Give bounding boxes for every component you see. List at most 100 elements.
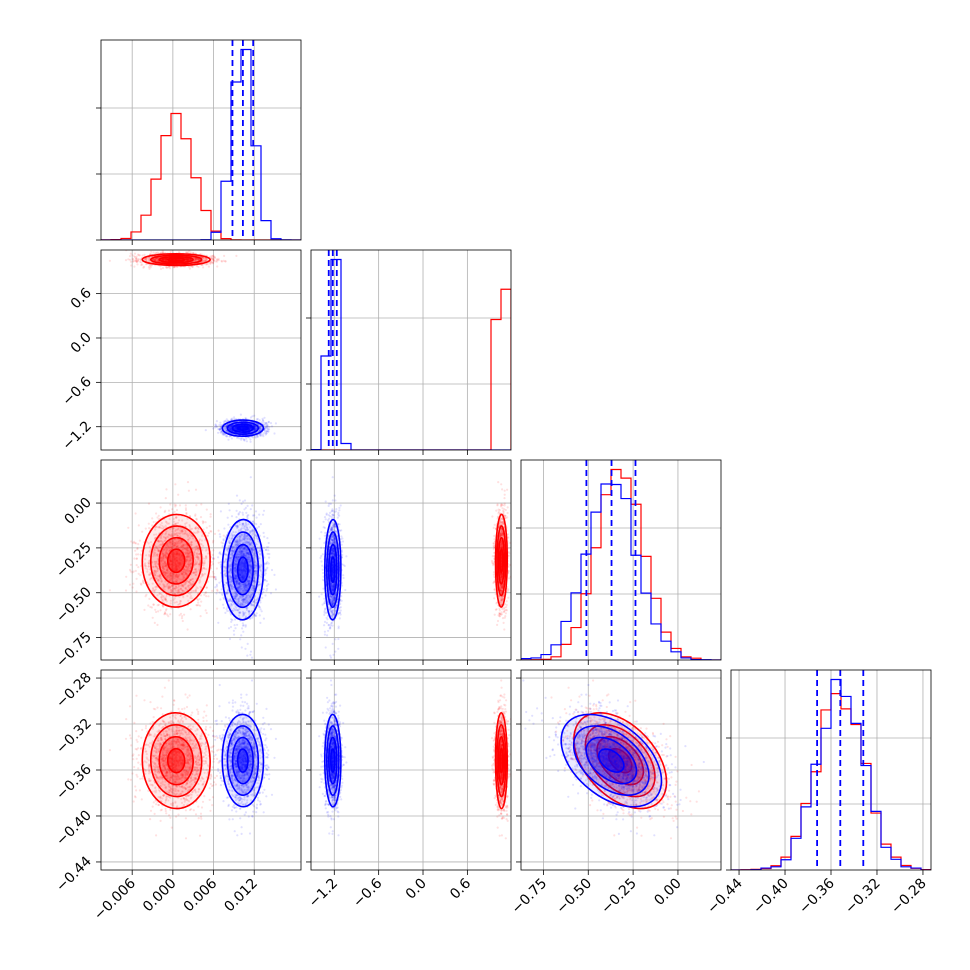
scatter-point-blue: [254, 426, 257, 429]
scatter-point-blue: [229, 426, 232, 429]
scatter-point-red: [156, 539, 159, 543]
scatter-point-blue: [258, 419, 261, 422]
scatter-point-red: [212, 259, 216, 262]
scatter-point-red: [173, 597, 176, 600]
scatter-point-blue: [267, 421, 270, 424]
scatter-point-blue: [228, 426, 231, 429]
scatter-point-red: [207, 595, 210, 598]
scatter-point-red: [205, 586, 208, 589]
scatter-point-red: [156, 567, 159, 571]
scatter-point-blue: [254, 426, 257, 429]
scatter-point-red: [201, 520, 204, 523]
scatter-point-red: [127, 526, 130, 529]
scatter-point-red: [140, 263, 143, 267]
scatter-point-red: [188, 586, 191, 590]
scatter-point-red: [190, 541, 193, 544]
scatter-point-blue: [262, 435, 265, 438]
scatter-point-red: [205, 526, 208, 529]
scatter-point-blue: [254, 436, 257, 439]
scatter-point-blue: [253, 428, 256, 431]
scatter-point-red: [153, 589, 156, 592]
scatter-point-red: [169, 579, 172, 582]
scatter-point-red: [186, 258, 189, 261]
scatter-point-blue: [254, 425, 257, 428]
scatter-point-blue: [266, 424, 269, 427]
scatter-point-red: [143, 265, 146, 268]
scatter-point-red: [213, 256, 217, 260]
scatter-point-blue: [218, 428, 221, 431]
scatter-point-red: [204, 531, 207, 534]
scatter-point-red: [204, 592, 207, 595]
scatter-point-red: [203, 561, 206, 564]
scatter-point-red: [155, 526, 158, 529]
scatter-point-blue: [225, 424, 228, 428]
scatter-point-red: [132, 582, 135, 585]
scatter-point-red: [172, 265, 175, 269]
scatter-point-red: [173, 558, 176, 561]
scatter-point-red: [177, 493, 180, 496]
scatter-point-red: [211, 255, 214, 258]
scatter-point-red: [157, 610, 160, 613]
scatter-point-red: [180, 527, 183, 530]
scatter-point-red: [158, 574, 161, 577]
scatter-point-blue: [261, 417, 264, 420]
scatter-point-red: [173, 520, 176, 523]
scatter-point-red: [209, 262, 212, 265]
scatter-point-blue: [214, 426, 217, 429]
contour-red-1-0-0: [166, 257, 186, 262]
scatter-point-blue: [233, 633, 236, 636]
scatter-point-red: [187, 258, 190, 261]
scatter-point-red: [188, 525, 191, 528]
scatter-point-red: [184, 582, 187, 585]
scatter-point-red: [165, 556, 168, 559]
scatter-point-blue: [249, 426, 252, 429]
scatter-point-red: [170, 564, 173, 567]
scatter-point-red: [198, 565, 201, 568]
scatter-point-red: [157, 540, 160, 543]
scatter-point-blue: [235, 427, 238, 430]
scatter-point-red: [202, 258, 205, 261]
scatter-point-red: [143, 563, 146, 566]
panel-frame-1-0: [100, 249, 302, 451]
scatter-point-red: [210, 256, 214, 259]
y-tick-label-1-3: 0.6: [68, 285, 95, 312]
scatter-point-red: [201, 260, 205, 263]
scatter-point-red: [160, 592, 163, 595]
panel-frame-1-1: [310, 249, 512, 451]
scatter-point-blue: [267, 549, 270, 552]
scatter-point-red: [164, 258, 167, 261]
scatter-point-red: [144, 259, 147, 262]
scatter-point-red: [178, 542, 182, 545]
scatter-point-red: [174, 258, 177, 261]
scatter-point-red: [180, 558, 183, 562]
scatter-point-blue: [227, 427, 230, 430]
scatter-point-red: [185, 258, 189, 261]
scatter-point-red: [164, 546, 167, 549]
scatter-point-red: [161, 251, 164, 254]
scatter-point-blue: [274, 422, 277, 425]
scatter-point-red: [156, 257, 159, 260]
scatter-point-red: [181, 589, 184, 592]
scatter-point-red: [177, 573, 180, 576]
scatter-point-red: [204, 259, 207, 262]
scatter-point-red: [168, 546, 171, 549]
scatter-point-blue: [244, 426, 247, 429]
scatter-point-red: [164, 612, 167, 615]
scatter-point-red: [164, 258, 167, 261]
scatter-point-red: [173, 523, 177, 526]
scatter-point-red: [189, 551, 192, 554]
scatter-point-red: [185, 251, 188, 254]
scatter-point-blue: [239, 437, 243, 440]
scatter-point-red: [125, 575, 128, 578]
scatter-point-red: [188, 555, 191, 558]
scatter-point-blue: [204, 429, 207, 432]
scatter-point-red: [143, 608, 146, 612]
scatter-point-red: [167, 570, 170, 573]
scatter-point-blue: [264, 426, 267, 430]
scatter-point-blue: [218, 424, 221, 427]
scatter-point-red: [124, 259, 128, 262]
scatter-point-blue: [259, 427, 262, 430]
scatter-point-red: [175, 545, 178, 548]
scatter-point-blue: [265, 430, 268, 433]
scatter-point-red: [142, 581, 145, 585]
